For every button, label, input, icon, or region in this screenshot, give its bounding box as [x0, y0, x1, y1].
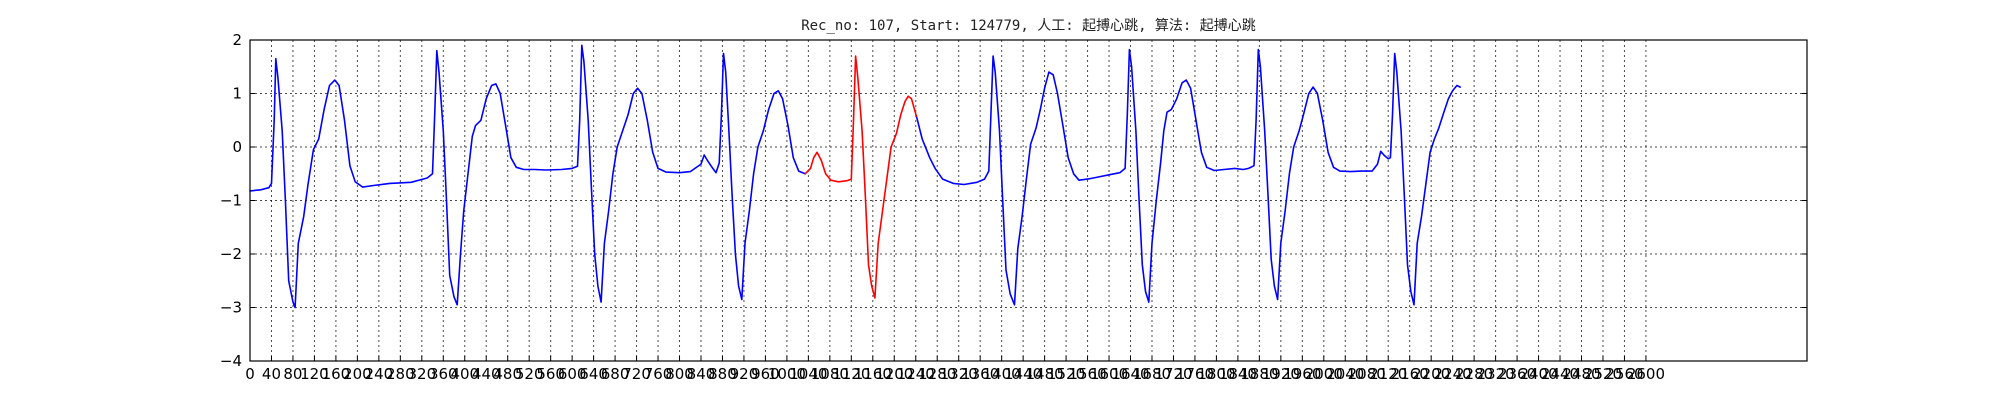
x-tick-label: 520 — [515, 365, 544, 383]
x-tick-label: 2520 — [1584, 365, 1622, 383]
y-tick-label: −3 — [220, 299, 242, 317]
grid-layer — [249, 39, 1807, 362]
x-tick-label: 760 — [644, 365, 673, 383]
x-tick-label: 2600 — [1627, 365, 1665, 383]
x-tick-label: 1920 — [1262, 365, 1300, 383]
x-tick-label: 560 — [536, 365, 565, 383]
x-tick-label: 1040 — [789, 365, 827, 383]
x-tick-label: 320 — [407, 365, 436, 383]
x-tick-label: 2480 — [1562, 365, 1600, 383]
x-tick-label: 2200 — [1412, 365, 1450, 383]
x-tick-label: 1800 — [1197, 365, 1235, 383]
x-tick-label: 2400 — [1519, 365, 1557, 383]
ecg-trace-beat — [804, 55, 918, 299]
x-tick-label: 1360 — [961, 365, 999, 383]
x-tick-label: 2280 — [1455, 365, 1493, 383]
x-tick-label: 80 — [283, 365, 302, 383]
x-tick-label: 1720 — [1154, 365, 1192, 383]
x-tick-label: 2320 — [1477, 365, 1515, 383]
x-tick-label: 0 — [245, 365, 255, 383]
x-tick-label: 2160 — [1391, 365, 1429, 383]
x-tick-label: 1200 — [875, 365, 913, 383]
x-tick-label: 1240 — [897, 365, 935, 383]
x-tick-label: 1000 — [768, 365, 806, 383]
x-tick-label: 360 — [429, 365, 458, 383]
x-tick-label: 400 — [450, 365, 479, 383]
y-tick-label: −2 — [220, 245, 242, 263]
x-tick-label: 1120 — [832, 365, 870, 383]
x-tick-label: 2240 — [1434, 365, 1472, 383]
x-tick-label: 1960 — [1283, 365, 1321, 383]
x-tick-label: 240 — [365, 365, 394, 383]
y-tick-label: 2 — [232, 31, 242, 49]
x-tick-label: 1080 — [811, 365, 849, 383]
y-tick-label: 0 — [232, 138, 242, 156]
plot-frame — [249, 39, 1808, 362]
x-tick-label: 1320 — [940, 365, 978, 383]
x-tick-label: 1520 — [1047, 365, 1085, 383]
x-tick-label: 720 — [622, 365, 651, 383]
ecg-trace-after — [916, 48, 1461, 306]
x-tick-label: 1600 — [1090, 365, 1128, 383]
y-tick-label: −4 — [220, 352, 242, 370]
x-tick-label: 2120 — [1369, 365, 1407, 383]
x-tick-label: 2560 — [1605, 365, 1643, 383]
x-tick-label: 960 — [751, 365, 780, 383]
y-tick-label: −1 — [220, 192, 242, 210]
y-tick-label: 1 — [232, 85, 242, 103]
x-tick-label: 200 — [343, 365, 372, 383]
series-layer — [249, 44, 1461, 309]
x-tick-label: 640 — [579, 365, 608, 383]
x-tick-label: 440 — [472, 365, 501, 383]
x-tick-label: 1840 — [1219, 365, 1257, 383]
x-tick-label: 2040 — [1326, 365, 1364, 383]
x-tick-label: 40 — [262, 365, 281, 383]
x-tick-label: 1560 — [1068, 365, 1106, 383]
x-tick-label: 280 — [386, 365, 415, 383]
x-tick-label: 1400 — [983, 365, 1021, 383]
x-tick-label: 1480 — [1026, 365, 1064, 383]
x-tick-label: 880 — [708, 365, 737, 383]
x-tick-label: 480 — [493, 365, 522, 383]
x-tick-label: 2080 — [1348, 365, 1386, 383]
x-tick-label: 1160 — [854, 365, 892, 383]
x-tick-label: 1280 — [918, 365, 956, 383]
chart-title: Rec_no: 107, Start: 124779, 人工: 起搏心跳, 算法… — [801, 17, 1256, 34]
x-tick-label: 920 — [730, 365, 759, 383]
axes: 0 40 8012016020024028032036040044048052056… — [220, 31, 1808, 383]
x-tick-label: 1760 — [1176, 365, 1214, 383]
x-tick-label: 1440 — [1004, 365, 1042, 383]
x-tick-label: 1880 — [1240, 365, 1278, 383]
x-tick-label: 1680 — [1133, 365, 1171, 383]
x-tick-label: 680 — [601, 365, 630, 383]
ecg-trace-before — [249, 44, 806, 309]
x-tick-label: 1640 — [1111, 365, 1149, 383]
x-tick-label: 120 — [300, 365, 329, 383]
x-tick-label: 800 — [665, 365, 694, 383]
x-tick-label: 2000 — [1305, 365, 1343, 383]
x-tick-label: 2360 — [1498, 365, 1536, 383]
x-tick-label: 600 — [558, 365, 587, 383]
x-tick-label: 160 — [322, 365, 351, 383]
x-tick-label: 840 — [687, 365, 716, 383]
x-tick-label: 2440 — [1541, 365, 1579, 383]
